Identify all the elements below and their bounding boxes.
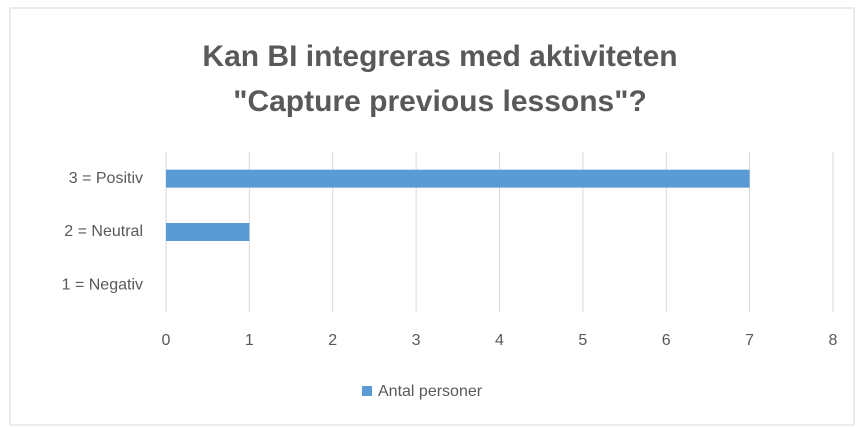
chart-title: "Capture previous lessons"? xyxy=(233,85,647,118)
x-tick-label: 6 xyxy=(662,332,671,349)
x-tick-label: 1 xyxy=(245,332,254,349)
y-tick-label: 2 = Neutral xyxy=(64,223,143,240)
x-tick-label: 3 xyxy=(412,332,421,349)
x-tick-label: 8 xyxy=(829,332,838,349)
legend-label: Antal personer xyxy=(378,383,483,400)
chart-title: Kan BI integreras med aktiviteten xyxy=(202,40,677,73)
x-tick-label: 0 xyxy=(162,332,171,349)
chart-border xyxy=(9,7,855,426)
y-tick-label: 1 = Negativ xyxy=(62,277,143,294)
bar xyxy=(166,169,750,188)
y-tick-label: 3 = Positiv xyxy=(69,170,143,187)
x-tick-label: 5 xyxy=(578,332,587,349)
x-tick-label: 4 xyxy=(495,332,504,349)
x-tick-label: 2 xyxy=(328,332,337,349)
bar xyxy=(166,223,250,241)
x-tick-label: 7 xyxy=(745,332,754,349)
legend-swatch xyxy=(362,386,372,396)
